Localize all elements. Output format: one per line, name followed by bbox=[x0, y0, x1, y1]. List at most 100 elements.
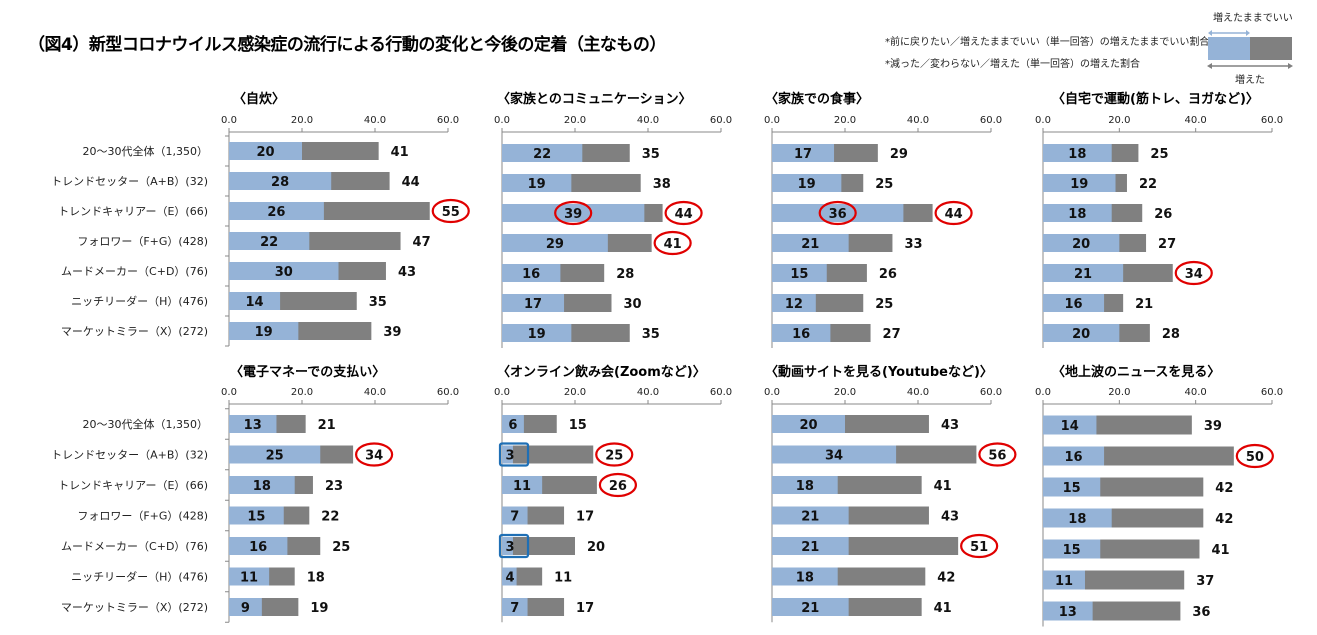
chart-title: 〈家族とのコミュニケーション〉 bbox=[497, 91, 692, 107]
chart-title: 〈動画サイトを見る(Youtubeなど)〉 bbox=[765, 364, 993, 380]
x-tick-label: 40.0 bbox=[907, 115, 929, 126]
bar-keep bbox=[229, 598, 262, 616]
bar-keep bbox=[772, 567, 838, 586]
data-label-keep: 4 bbox=[505, 571, 514, 586]
x-tick-label: 40.0 bbox=[637, 115, 659, 126]
x-tick-label: 40.0 bbox=[364, 387, 386, 398]
x-tick-label: 0.0 bbox=[221, 115, 237, 126]
bar-keep bbox=[502, 294, 565, 312]
data-label-keep: 14 bbox=[246, 295, 264, 310]
bar-keep bbox=[502, 324, 572, 342]
data-label-increased: 50 bbox=[1246, 450, 1264, 465]
data-label-increased: 29 bbox=[890, 147, 908, 162]
x-tick-label: 60.0 bbox=[437, 387, 459, 398]
x-tick-label: 40.0 bbox=[1185, 387, 1207, 398]
data-label-increased: 17 bbox=[576, 510, 594, 525]
data-label-keep: 19 bbox=[1070, 177, 1088, 192]
data-label-keep: 6 bbox=[508, 418, 517, 433]
highlight-circle bbox=[934, 200, 973, 226]
bar-keep bbox=[772, 144, 835, 162]
x-tick-label: 40.0 bbox=[1185, 115, 1207, 126]
bar-keep bbox=[502, 144, 583, 162]
bar-keep bbox=[1043, 294, 1105, 312]
data-label-keep: 25 bbox=[266, 449, 284, 464]
x-tick-label: 20.0 bbox=[834, 387, 856, 398]
data-label-increased: 35 bbox=[642, 327, 660, 342]
x-tick-label: 20.0 bbox=[1108, 115, 1130, 126]
data-label-keep: 9 bbox=[241, 601, 250, 616]
data-label-keep: 17 bbox=[524, 297, 542, 312]
data-label-keep: 20 bbox=[799, 418, 817, 433]
bar-keep bbox=[229, 172, 332, 190]
data-label-increased: 38 bbox=[653, 177, 671, 192]
category-label: トレンドキャリアー（E）(66) bbox=[58, 479, 208, 492]
category-label: ムードメーカー（C+D）(76) bbox=[61, 265, 208, 278]
chart-panel-6: 〈オンライン飲み会(Zoomなど)〉 0.0 20.0 40.0 60.0 6 15 3 25 1… bbox=[494, 364, 732, 623]
bar-keep bbox=[229, 142, 302, 160]
data-label-increased: 22 bbox=[1139, 177, 1157, 192]
data-label-keep: 11 bbox=[240, 571, 258, 586]
data-label-increased: 44 bbox=[675, 207, 693, 222]
category-label: マーケットミラー（X）(272) bbox=[61, 325, 208, 338]
chart-title: 〈オンライン飲み会(Zoomなど)〉 bbox=[497, 364, 706, 380]
legend-swatch-increased bbox=[1250, 37, 1292, 60]
chart-panel-4: 〈自宅で運動(筋トレ、ヨガなど)〉0.0 20.0 40.0 60.0 18 25 19 22… bbox=[1035, 91, 1283, 348]
bar-keep bbox=[1043, 144, 1112, 162]
highlight-box bbox=[498, 442, 530, 467]
data-label-keep: 30 bbox=[275, 265, 293, 280]
data-label-increased: 42 bbox=[937, 571, 955, 586]
bar-keep bbox=[772, 537, 849, 555]
data-label-increased: 43 bbox=[398, 265, 416, 280]
bar-keep bbox=[502, 174, 572, 192]
category-label: トレンドセッター（A+B）(32) bbox=[51, 449, 208, 462]
data-label-increased: 33 bbox=[904, 237, 922, 252]
data-label-increased: 17 bbox=[576, 601, 594, 616]
data-label-increased: 41 bbox=[391, 145, 409, 160]
bar-keep bbox=[1043, 539, 1101, 559]
data-label-increased: 56 bbox=[988, 449, 1006, 464]
data-label-keep: 15 bbox=[1063, 481, 1081, 496]
data-label-keep: 21 bbox=[801, 540, 819, 555]
data-label-increased: 25 bbox=[332, 540, 350, 555]
bar-keep bbox=[1043, 234, 1120, 252]
data-label-increased: 42 bbox=[1215, 481, 1233, 496]
bar-increased bbox=[502, 537, 575, 555]
data-label-keep: 18 bbox=[1068, 512, 1086, 527]
chart-panel-7: 〈動画サイトを見る(Youtubeなど)〉 0.0 20.0 40.0 60.0 20 43… bbox=[764, 364, 1017, 623]
data-label-increased: 36 bbox=[1192, 605, 1210, 620]
data-label-keep: 28 bbox=[271, 175, 289, 190]
data-label-increased: 26 bbox=[879, 267, 897, 282]
highlight-circle bbox=[431, 198, 470, 224]
x-tick-label: 60.0 bbox=[980, 387, 1002, 398]
data-label-increased: 44 bbox=[945, 207, 963, 222]
bar-keep bbox=[1043, 204, 1112, 222]
data-label-keep: 15 bbox=[1063, 543, 1081, 558]
bar-keep bbox=[229, 232, 310, 250]
data-label-increased: 30 bbox=[624, 297, 642, 312]
bar-keep bbox=[772, 324, 831, 342]
data-label-increased: 35 bbox=[642, 147, 660, 162]
data-label-increased: 55 bbox=[442, 205, 460, 220]
chart-panel-8: 〈地上波のニュースを見る〉0.0 20.0 40.0 60.0 14 39 16 50 15 42… bbox=[1035, 364, 1283, 627]
data-label-keep: 16 bbox=[792, 327, 810, 342]
highlight-circle bbox=[598, 472, 638, 498]
data-label-increased: 25 bbox=[875, 297, 893, 312]
data-label-increased: 34 bbox=[365, 449, 383, 464]
data-label-keep: 19 bbox=[528, 177, 546, 192]
x-tick-label: 40.0 bbox=[907, 387, 929, 398]
data-label-keep: 22 bbox=[260, 235, 278, 250]
data-label-increased: 21 bbox=[1135, 297, 1153, 312]
data-label-increased: 11 bbox=[554, 571, 572, 586]
bar-keep bbox=[1043, 324, 1120, 342]
x-tick-label: 40.0 bbox=[637, 387, 659, 398]
data-label-keep: 11 bbox=[1055, 574, 1073, 589]
data-label-keep: 34 bbox=[825, 449, 843, 464]
chart-panel-1: 〈自炊〉 0.0 20.0 40.0 60.0 20～30代全体（1,350） 20 41 トレ… bbox=[51, 91, 470, 347]
highlight-box bbox=[498, 533, 530, 559]
bar-keep bbox=[772, 415, 845, 433]
category-label: フォロワー（F+G）(428) bbox=[77, 510, 208, 523]
data-label-increased: 21 bbox=[318, 418, 336, 433]
x-tick-label: 60.0 bbox=[1261, 115, 1283, 126]
bar-keep bbox=[1043, 601, 1093, 621]
